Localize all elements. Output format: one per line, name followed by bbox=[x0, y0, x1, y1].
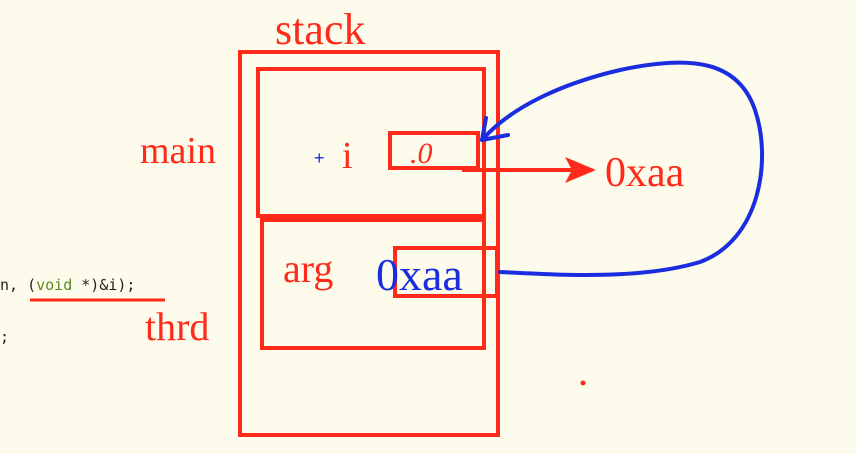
code-keyword-void: void bbox=[36, 276, 72, 294]
pointer-loop bbox=[480, 60, 765, 277]
code-line-2: ; bbox=[0, 328, 9, 346]
stack-title: stack bbox=[275, 5, 365, 54]
thrd-label: thrd bbox=[145, 304, 209, 349]
main-frame bbox=[256, 67, 486, 218]
code-line-1-prefix: n, ( bbox=[0, 276, 36, 294]
var-i-box bbox=[388, 131, 480, 170]
var-i-label: i bbox=[342, 135, 353, 177]
plus-mark: + bbox=[314, 148, 325, 168]
arg-box bbox=[393, 246, 499, 298]
var-i-value: .0 bbox=[410, 137, 433, 170]
code-line-1-suffix: *)&i); bbox=[72, 276, 135, 294]
arg-value: 0xaa bbox=[376, 249, 463, 300]
pointer-arrow-head bbox=[480, 116, 510, 142]
stack-frame bbox=[238, 50, 500, 437]
address-label: 0xaa bbox=[605, 150, 685, 196]
arg-label: arg bbox=[283, 246, 333, 291]
thrd-frame bbox=[260, 218, 486, 350]
address-arrow-head bbox=[565, 157, 596, 183]
code-line-1: n, (void *)&i); bbox=[0, 276, 135, 294]
main-label: main bbox=[140, 130, 216, 172]
stray-dot bbox=[580, 380, 586, 386]
